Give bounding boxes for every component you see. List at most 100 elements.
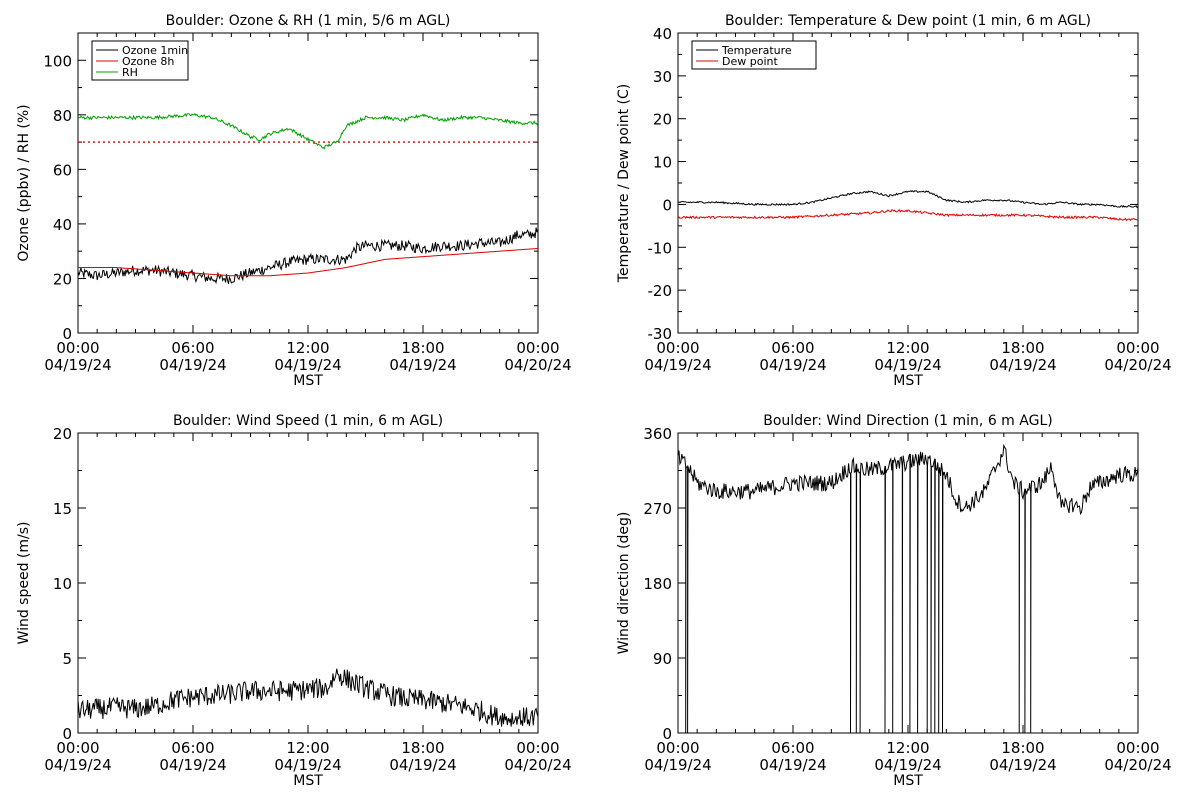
x-tick-date: 04/19/24 — [44, 356, 111, 374]
x-tick-date: 04/20/24 — [504, 356, 571, 374]
x-tick-time: 00:00 — [656, 739, 699, 757]
y-tick-label: 10 — [653, 154, 672, 172]
y-tick-label: 0 — [662, 196, 672, 214]
y-tick-label: 270 — [643, 500, 672, 518]
x-tick-time: 18:00 — [1001, 739, 1044, 757]
x-axis-label: MST — [893, 373, 923, 389]
y-tick-label: 180 — [643, 575, 672, 593]
chart-title: Boulder: Ozone & RH (1 min, 5/6 m AGL) — [166, 13, 451, 29]
plot-frame — [677, 32, 1139, 334]
x-tick-date: 04/19/24 — [644, 756, 711, 774]
y-tick-label: 20 — [53, 425, 72, 443]
x-tick-date: 04/19/24 — [389, 356, 456, 374]
x-tick-time: 00:00 — [516, 739, 559, 757]
plot-area — [678, 190, 1138, 222]
y-tick-label: 360 — [643, 425, 672, 443]
series-line — [678, 443, 1138, 733]
legend-label: RH — [122, 66, 138, 79]
x-tick-date: 04/19/24 — [989, 356, 1056, 374]
x-tick-date: 04/19/24 — [274, 756, 341, 774]
y-tick-label: -10 — [648, 239, 673, 257]
x-tick-date: 04/19/24 — [389, 756, 456, 774]
x-tick-time: 06:00 — [771, 339, 814, 357]
x-tick-time: 12:00 — [886, 739, 929, 757]
x-tick-time: 18:00 — [401, 739, 444, 757]
plot-area — [78, 112, 538, 285]
x-tick-date: 04/20/24 — [1104, 356, 1171, 374]
plot-area — [678, 443, 1138, 733]
legend-label: Ozone 8h — [122, 55, 174, 68]
x-tick-date: 04/19/24 — [159, 356, 226, 374]
x-tick-date: 04/19/24 — [874, 756, 941, 774]
x-tick-date: 04/19/24 — [274, 356, 341, 374]
x-axis-label: MST — [893, 773, 923, 789]
y-tick-label: 0 — [662, 725, 672, 743]
series-line — [78, 112, 538, 150]
x-tick-time: 00:00 — [56, 339, 99, 357]
wind-speed-chart: Boulder: Wind Speed (1 min, 6 m AGL) 0 5 10… — [16, 413, 572, 789]
y-tick-label: 20 — [53, 270, 72, 288]
x-tick-time: 00:00 — [516, 339, 559, 357]
x-tick-time: 00:00 — [656, 339, 699, 357]
x-tick-time: 12:00 — [886, 339, 929, 357]
x-tick-time: 18:00 — [1001, 339, 1044, 357]
x-tick-date: 04/19/24 — [759, 756, 826, 774]
x-tick-time: 12:00 — [286, 739, 329, 757]
y-tick-label: 100 — [43, 52, 72, 70]
series-line — [678, 190, 1138, 209]
y-tick-label: 40 — [53, 216, 72, 234]
x-tick-date: 04/19/24 — [874, 356, 941, 374]
y-tick-label: 5 — [62, 650, 72, 668]
temperature-dewpoint-chart: Boulder: Temperature & Dew point (1 min,… — [616, 13, 1172, 389]
plot-frame — [677, 432, 1139, 734]
plot-area — [78, 668, 538, 727]
x-tick-date: 04/19/24 — [759, 356, 826, 374]
series-line — [78, 227, 538, 285]
x-tick-time: 12:00 — [286, 339, 329, 357]
x-tick-date: 04/19/24 — [159, 756, 226, 774]
plot-frame — [77, 432, 539, 734]
y-tick-label: 60 — [53, 161, 72, 179]
y-tick-label: 0 — [62, 325, 72, 343]
ozone-rh-chart: Boulder: Ozone & RH (1 min, 5/6 m AGL) 0 2… — [16, 13, 572, 389]
y-tick-label: 90 — [653, 650, 672, 668]
x-tick-time: 00:00 — [1116, 739, 1159, 757]
chart-title: Boulder: Wind Speed (1 min, 6 m AGL) — [173, 413, 443, 429]
x-tick-time: 06:00 — [771, 739, 814, 757]
x-tick-time: 18:00 — [401, 339, 444, 357]
wind-direction-chart: Boulder: Wind Direction (1 min, 6 m AGL)… — [616, 413, 1172, 789]
x-tick-date: 04/19/24 — [44, 756, 111, 774]
y-axis-label: Temperature / Dew point (C) — [616, 84, 632, 283]
legend-label: Ozone 1min — [122, 44, 188, 57]
chart-title: Boulder: Wind Direction (1 min, 6 m AGL) — [763, 413, 1052, 429]
y-tick-label: 20 — [653, 111, 672, 129]
x-tick-date: 04/19/24 — [989, 756, 1056, 774]
x-tick-time: 06:00 — [171, 339, 214, 357]
y-tick-label: 15 — [53, 500, 72, 518]
x-tick-time: 00:00 — [1116, 339, 1159, 357]
x-tick-date: 04/19/24 — [644, 356, 711, 374]
y-tick-label: -30 — [648, 325, 673, 343]
y-axis-label: Wind direction (deg) — [616, 512, 632, 655]
y-tick-label: 10 — [53, 575, 72, 593]
y-tick-label: 0 — [62, 725, 72, 743]
x-tick-time: 00:00 — [56, 739, 99, 757]
x-tick-date: 04/20/24 — [504, 756, 571, 774]
series-line — [78, 668, 538, 727]
y-axis-label: Wind speed (m/s) — [16, 522, 32, 645]
y-tick-label: -20 — [648, 282, 673, 300]
chart-title: Boulder: Temperature & Dew point (1 min,… — [725, 13, 1091, 29]
legend-label: Dew point — [722, 55, 778, 68]
y-tick-label: 40 — [653, 25, 672, 43]
x-tick-time: 06:00 — [171, 739, 214, 757]
legend-label: Temperature — [721, 44, 792, 57]
x-tick-date: 04/20/24 — [1104, 756, 1171, 774]
series-line — [678, 209, 1138, 222]
x-axis-label: MST — [293, 373, 323, 389]
x-axis-label: MST — [293, 773, 323, 789]
y-tick-label: 80 — [53, 107, 72, 125]
y-axis-label: Ozone (ppbv) / RH (%) — [16, 104, 32, 261]
